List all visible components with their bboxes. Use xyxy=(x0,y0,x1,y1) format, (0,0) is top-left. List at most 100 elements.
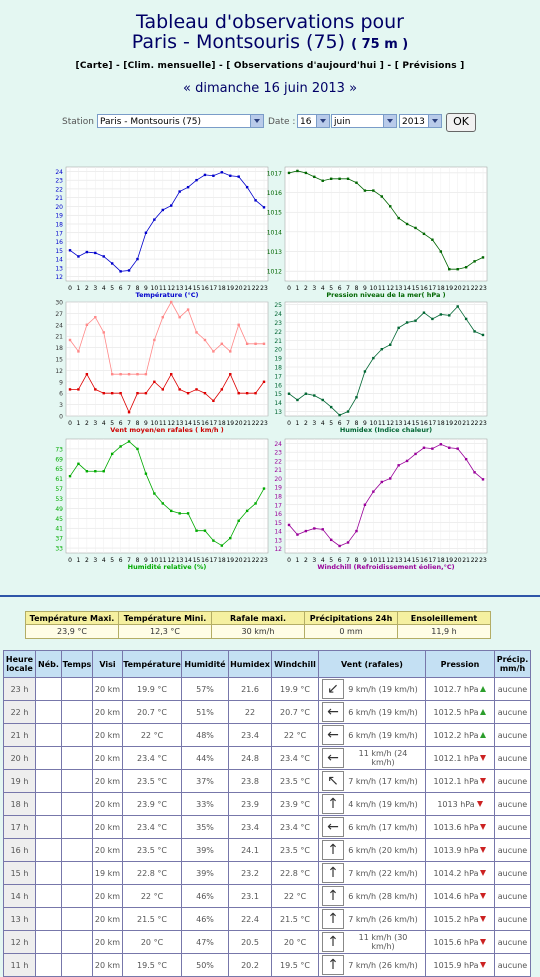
y-tick-label: 19 xyxy=(274,485,282,492)
pressure-value: 1012.2 hPa xyxy=(433,730,479,740)
x-tick-label: 15 xyxy=(412,420,420,427)
y-tick-label: 12 xyxy=(55,368,63,375)
wind-speed: 6 km/h (20 km/h) xyxy=(348,845,418,855)
data-point xyxy=(414,226,417,230)
x-tick-label: 10 xyxy=(151,557,159,564)
data-point xyxy=(77,462,80,465)
data-point xyxy=(431,238,434,241)
x-tick-label: 13 xyxy=(395,285,403,292)
y-tick-label: 53 xyxy=(55,496,63,503)
next-day-link[interactable]: » xyxy=(349,81,358,96)
prev-day-link[interactable]: « xyxy=(182,81,191,96)
x-tick-label: 8 xyxy=(355,420,359,427)
x-tick-label: 23 xyxy=(479,557,487,564)
data-point xyxy=(94,251,97,255)
weather-cell xyxy=(61,723,93,747)
y-tick-label: 1014 xyxy=(267,229,282,236)
data-point xyxy=(77,388,80,391)
month-select[interactable]: juin xyxy=(331,114,397,128)
x-tick-label: 13 xyxy=(395,557,403,564)
x-tick-label: 16 xyxy=(420,420,428,427)
y-tick-label: 1013 xyxy=(267,249,282,256)
x-tick-label: 0 xyxy=(68,557,72,564)
data-point xyxy=(372,356,375,360)
date-nav: « dimanche 16 juin 2013 » xyxy=(0,81,540,96)
x-tick-label: 18 xyxy=(218,285,226,292)
table-row: 17 h 20 km 23.4 °C 35% 23.4 23.4 °C ← 6 km/h (1… xyxy=(3,815,531,839)
y-tick-label: 3 xyxy=(59,402,63,409)
data-point xyxy=(212,350,215,353)
humidity-cell: 39% xyxy=(181,838,229,862)
humidity-cell: 47% xyxy=(181,930,229,954)
cloud-cell xyxy=(35,838,62,862)
data-point xyxy=(178,512,181,515)
wind-arrow-icon: ↑ xyxy=(322,840,344,860)
wind-cell: ↙ 9 km/h (19 km/h) xyxy=(318,677,426,701)
temperature-cell: 23.4 °C xyxy=(122,815,182,839)
trend-up-icon xyxy=(480,709,487,715)
wind-speed: 11 km/h (24 km/h) xyxy=(358,749,408,767)
x-tick-label: 10 xyxy=(370,557,378,564)
y-tick-label: 13 xyxy=(55,265,63,272)
data-point xyxy=(389,205,392,208)
data-point xyxy=(127,440,131,443)
station-title: Paris - Montsouris (75) ( 75 m ) xyxy=(0,32,540,55)
x-tick-label: 12 xyxy=(386,285,394,292)
data-point xyxy=(186,185,190,189)
nav-clim-link[interactable]: [Clim. mensuelle] xyxy=(123,61,216,71)
y-tick-label: 18 xyxy=(274,494,282,501)
x-tick-label: 11 xyxy=(378,557,386,564)
nav-prev-link[interactable]: [ Prévisions ] xyxy=(394,61,465,71)
wind-arrow-icon: ↑ xyxy=(322,863,344,883)
column-header: Précip. mm/h xyxy=(494,650,531,678)
year-select[interactable]: 2013 xyxy=(399,114,442,128)
pressure-value: 1015.2 hPa xyxy=(433,914,479,924)
x-tick-label: 11 xyxy=(159,420,167,427)
x-tick-label: 17 xyxy=(429,557,437,564)
data-point xyxy=(372,189,375,192)
data-point xyxy=(161,502,164,505)
x-tick-label: 4 xyxy=(102,557,106,564)
precip-cell: aucune xyxy=(494,953,531,977)
x-tick-label: 17 xyxy=(210,285,218,292)
x-tick-label: 5 xyxy=(110,557,114,564)
y-tick-label: 15 xyxy=(274,391,282,398)
windchill-cell: 23.5 °C xyxy=(271,769,319,793)
x-tick-label: 23 xyxy=(260,420,268,427)
day-select[interactable]: 16 xyxy=(297,114,330,128)
humidity-cell: 48% xyxy=(181,723,229,747)
wind-cell: ← 6 km/h (17 km/h) xyxy=(318,815,426,839)
nav-carte-link[interactable]: [Carte] xyxy=(75,61,113,71)
data-point xyxy=(110,392,114,395)
station-select[interactable]: Paris - Montsouris (75) xyxy=(97,114,264,128)
weather-cell xyxy=(61,792,93,816)
y-tick-label: 65 xyxy=(55,466,63,473)
wind-cell: ↑ 4 km/h (19 km/h) xyxy=(318,792,426,816)
wind-arrow-icon: ↑ xyxy=(322,909,344,929)
x-tick-label: 18 xyxy=(437,285,445,292)
data-point xyxy=(127,411,131,414)
data-point xyxy=(85,470,89,473)
data-point xyxy=(77,255,80,258)
wind-arrow-icon: ↑ xyxy=(322,932,344,952)
y-tick-label: 24 xyxy=(55,169,63,176)
data-point xyxy=(170,373,173,376)
data-point xyxy=(144,472,148,475)
humidity-cell: 46% xyxy=(181,907,229,931)
temperature-cell: 20.7 °C xyxy=(122,700,182,724)
x-tick-label: 0 xyxy=(68,285,72,292)
y-tick-label: 1016 xyxy=(267,190,282,197)
summary-header: Ensoleillement xyxy=(397,611,491,625)
x-tick-label: 13 xyxy=(176,285,184,292)
data-point xyxy=(481,256,485,259)
x-tick-label: 22 xyxy=(252,557,260,564)
nav-obs-link[interactable]: [ Observations d'aujourd'hui ] xyxy=(226,61,385,71)
data-point xyxy=(170,204,173,207)
y-tick-label: 45 xyxy=(55,516,63,523)
x-tick-label: 21 xyxy=(243,557,251,564)
data-point xyxy=(397,464,400,467)
series-line xyxy=(69,171,265,272)
trend-down-icon xyxy=(480,939,487,945)
ok-button[interactable]: OK xyxy=(446,113,476,132)
hour-cell: 23 h xyxy=(3,677,36,701)
